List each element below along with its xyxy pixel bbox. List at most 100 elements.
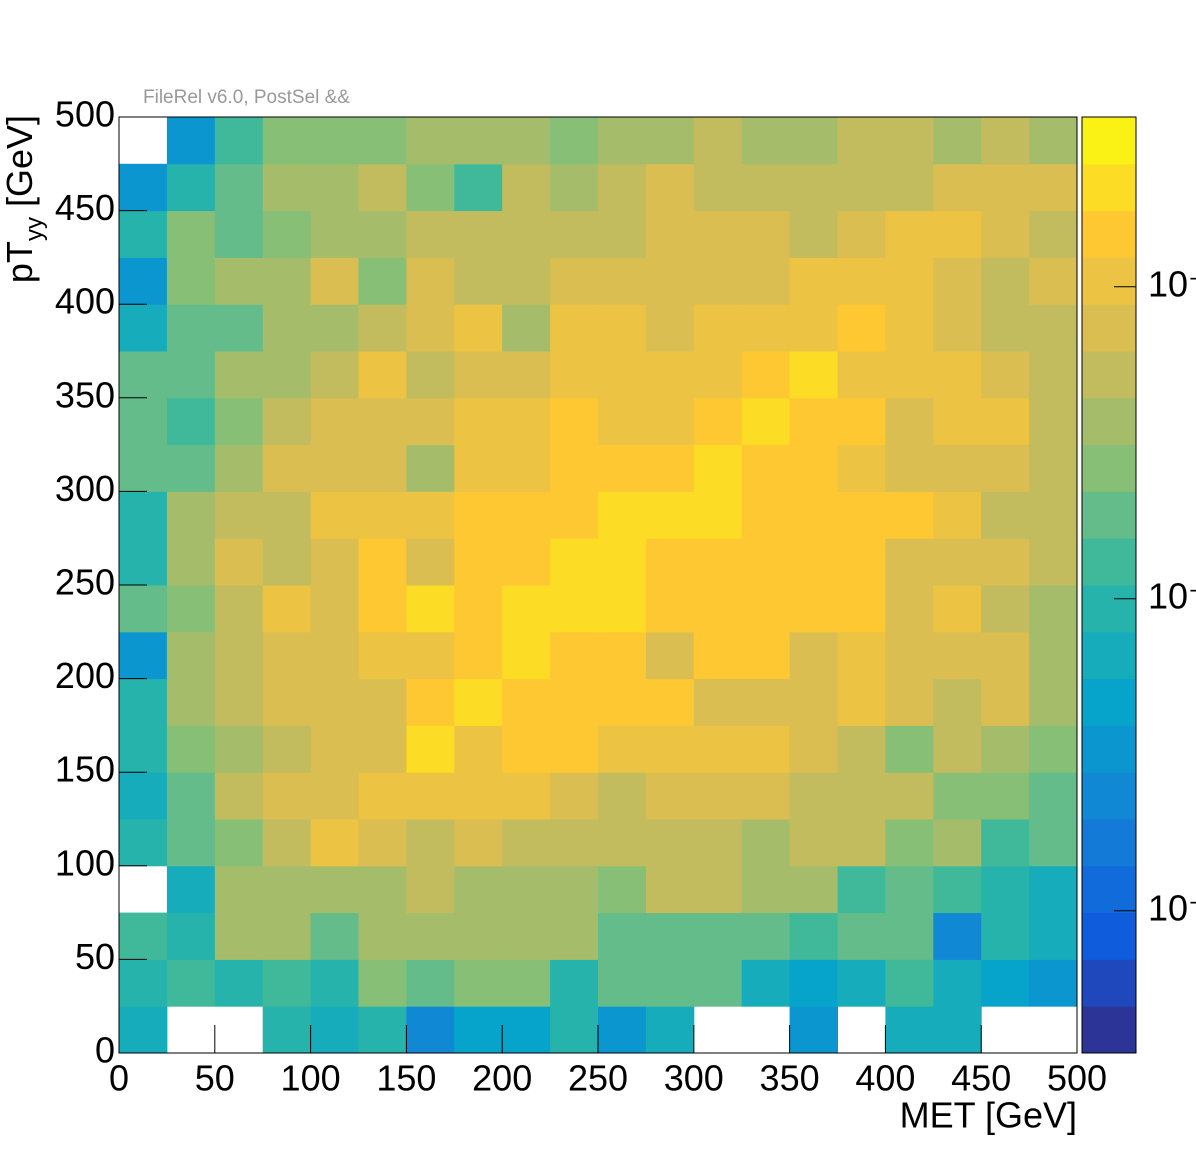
cell [933, 959, 982, 1007]
cell [933, 865, 982, 914]
cell [119, 585, 168, 633]
cell [502, 491, 551, 539]
cell [406, 538, 455, 586]
cell [645, 444, 695, 492]
cell [837, 772, 886, 820]
cell [933, 397, 982, 446]
cell [262, 491, 312, 539]
cell [119, 257, 168, 305]
cell [166, 351, 216, 399]
colorbar-band [1082, 351, 1136, 399]
cell [166, 678, 216, 726]
cell [214, 678, 264, 726]
cell [502, 538, 551, 586]
cell [502, 819, 551, 867]
cell [1029, 631, 1078, 680]
cell [310, 304, 359, 352]
cell [166, 304, 216, 352]
cell [214, 819, 264, 867]
cell [837, 538, 886, 586]
cell [789, 678, 838, 726]
cell [933, 585, 982, 633]
cell [119, 163, 168, 212]
colorbar-band [1082, 304, 1136, 352]
cell [502, 1006, 551, 1054]
cell [598, 819, 647, 867]
cell [310, 210, 359, 258]
cell [598, 725, 647, 773]
y-axis-title-subscript: yy [21, 217, 48, 241]
cell [598, 772, 647, 820]
cell [358, 257, 407, 305]
x-tick-label: 0 [109, 1058, 129, 1099]
cell [502, 631, 551, 680]
cell [406, 304, 455, 352]
cell [885, 351, 934, 399]
cell [550, 210, 599, 258]
cell [550, 538, 599, 586]
cell [693, 912, 743, 960]
cell [933, 912, 982, 960]
cell [693, 351, 743, 399]
cell [741, 397, 791, 446]
cell [1029, 163, 1078, 212]
colorbar-band [1082, 1006, 1136, 1054]
cell [645, 678, 695, 726]
cell [981, 117, 1030, 165]
colorbar-band [1082, 163, 1136, 212]
cell [981, 210, 1030, 258]
cell [741, 678, 791, 726]
cell [645, 819, 695, 867]
cell [933, 678, 982, 726]
y-tick-label: 50 [75, 936, 115, 977]
x-tick-label: 100 [281, 1058, 341, 1099]
cell [502, 210, 551, 258]
cell [214, 631, 264, 680]
cell [119, 491, 168, 539]
cell [933, 725, 982, 773]
cell [358, 631, 407, 680]
colorbar-band [1082, 397, 1136, 446]
cell [406, 491, 455, 539]
cell [598, 912, 647, 960]
y-tick-label: 0 [95, 1030, 115, 1071]
cell [645, 585, 695, 633]
cell [598, 117, 647, 165]
cell [693, 959, 743, 1007]
cell [406, 257, 455, 305]
cell [981, 772, 1030, 820]
cell [358, 725, 407, 773]
x-tick-label: 150 [376, 1058, 436, 1099]
cell [981, 819, 1030, 867]
cell [645, 117, 695, 165]
cell [214, 585, 264, 633]
cell [693, 491, 743, 539]
cell [885, 819, 934, 867]
cell [741, 725, 791, 773]
cell [741, 491, 791, 539]
cell [358, 538, 407, 586]
cell [358, 912, 407, 960]
cell [693, 304, 743, 352]
cell [885, 210, 934, 258]
cell [645, 210, 695, 258]
cell [693, 257, 743, 305]
cell [885, 491, 934, 539]
cell [166, 772, 216, 820]
y-axis-title-suffix: [GeV] [0, 115, 40, 207]
colorbar-band [1082, 631, 1136, 680]
colorbar-band [1082, 117, 1136, 165]
cell [789, 631, 838, 680]
y-tick-label: 400 [55, 281, 115, 322]
cell [885, 163, 934, 212]
cell [885, 538, 934, 586]
cell [550, 678, 599, 726]
cell [406, 444, 455, 492]
cell [885, 304, 934, 352]
cell [406, 631, 455, 680]
cell [933, 1006, 982, 1054]
cell [1029, 304, 1078, 352]
cell [1029, 257, 1078, 305]
cell [310, 959, 359, 1007]
cell [885, 865, 934, 914]
